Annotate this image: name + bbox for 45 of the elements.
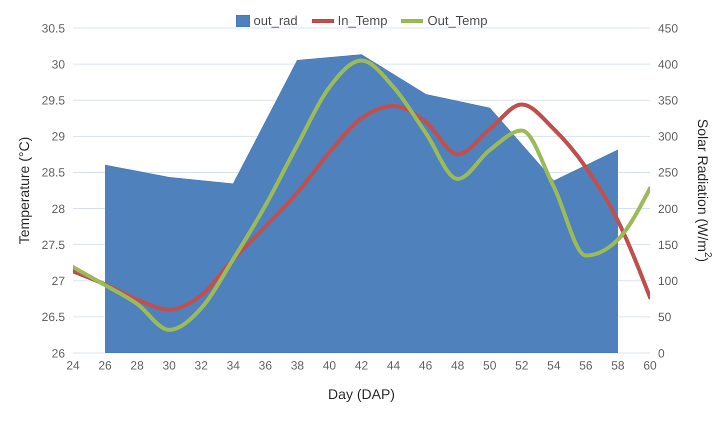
y-tick-label: 29.5	[42, 93, 66, 108]
x-axis-title: Day (DAP)	[328, 386, 395, 402]
y-tick-label: 28.5	[42, 166, 66, 180]
y2-tick-label: 400	[658, 57, 678, 72]
x-tick-label: 46	[418, 358, 433, 373]
line-series	[73, 58, 650, 332]
x-tick-label: 34	[226, 358, 240, 373]
legend-label: out_rad	[252, 13, 298, 28]
x-tick-label: 52	[515, 358, 529, 373]
y2-tick-label: 350	[658, 93, 678, 108]
x-tick-label: 30	[162, 358, 176, 373]
x-tick-label: 26	[98, 358, 112, 373]
x-tick-label: 60	[643, 358, 657, 373]
y2-tick-label: 50	[658, 310, 672, 324]
y2-tick-label: 0	[658, 346, 665, 360]
y-tick-label: 26.5	[42, 310, 66, 324]
x-tick-label: 50	[483, 358, 497, 373]
y-tick-label: 27.5	[42, 238, 66, 252]
x-tick-label: 48	[450, 358, 465, 373]
x-tick-label: 28	[130, 358, 144, 373]
x-tick-label: 42	[354, 358, 368, 373]
y2-tick-label: 150	[658, 238, 678, 252]
y2-tick-label: 200	[658, 202, 678, 216]
x-tick-label: 24	[66, 358, 80, 373]
x-tick-label: 44	[386, 358, 401, 373]
y-tick-label: 28	[52, 202, 66, 216]
y-axis-title: Temperature (°C)	[16, 136, 32, 244]
x-tick-label: 36	[258, 358, 272, 373]
x-tick-label: 58	[611, 358, 625, 373]
y2-tick-label: 100	[658, 274, 678, 288]
y2-tick-label: 250	[658, 166, 678, 180]
legend-label: In_Temp	[336, 13, 388, 28]
x-tick-label: 54	[547, 358, 561, 373]
y2-tick-label: 300	[658, 130, 678, 144]
y-tick-label: 30.5	[42, 21, 66, 36]
y2-tick-label: 450	[658, 21, 678, 36]
x-tick-label: 32	[194, 358, 208, 373]
y-tick-label: 26	[52, 346, 66, 360]
y-tick-label: 30	[52, 57, 66, 72]
y-tick-label: 27	[52, 274, 66, 288]
x-tick-label: 38	[290, 358, 304, 373]
x-tick-label: 56	[579, 358, 593, 373]
y-tick-label: 29	[52, 130, 66, 144]
legend-label: Out_Temp	[426, 13, 488, 28]
x-tick-label: 40	[322, 358, 336, 373]
